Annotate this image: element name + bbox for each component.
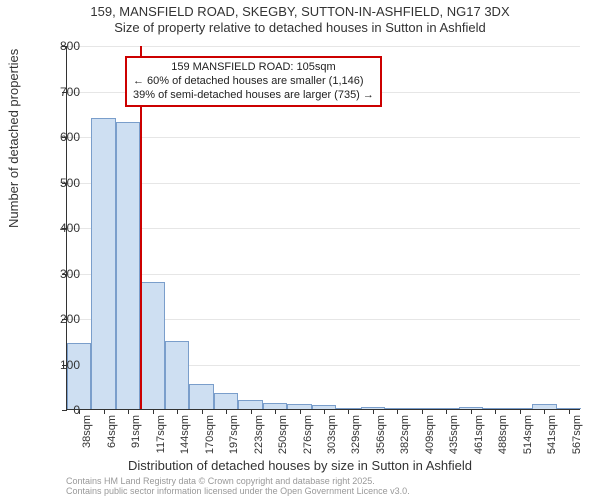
x-tick-label: 144sqm [179,415,191,454]
x-tick-label: 117sqm [155,415,167,453]
annotation-line-1: 159 MANSFIELD ROAD: 105sqm [133,61,374,75]
footer-line-2: Contains public sector information licen… [66,486,410,496]
y-tick-label: 800 [44,39,80,53]
x-tick-label: 329sqm [350,415,362,454]
x-tick-mark [177,409,178,414]
x-tick-mark [397,409,398,414]
chart-area: 38sqm64sqm91sqm117sqm144sqm170sqm197sqm2… [66,46,580,410]
x-tick-label: 223sqm [253,415,265,454]
histogram-bar [189,384,213,409]
x-tick-mark [348,409,349,414]
y-tick-label: 700 [44,85,80,99]
x-tick-mark [104,409,105,414]
x-tick-label: 91sqm [130,415,142,448]
x-tick-mark [471,409,472,414]
x-tick-mark [544,409,545,414]
histogram-bar [116,122,140,409]
y-tick-label: 100 [44,358,80,372]
annotation-line-2: ← 60% of detached houses are smaller (1,… [133,75,374,89]
x-tick-mark [128,409,129,414]
histogram-bar [67,343,91,409]
title-block: 159, MANSFIELD ROAD, SKEGBY, SUTTON-IN-A… [0,0,600,37]
y-axis-title: Number of detached properties [6,49,21,228]
grid-line [67,46,580,47]
x-tick-label: 38sqm [81,415,93,448]
x-tick-mark [422,409,423,414]
plot-region: 38sqm64sqm91sqm117sqm144sqm170sqm197sqm2… [66,46,580,410]
x-axis-title: Distribution of detached houses by size … [0,458,600,473]
x-tick-mark [495,409,496,414]
x-tick-mark [300,409,301,414]
chart-container: 159, MANSFIELD ROAD, SKEGBY, SUTTON-IN-A… [0,0,600,500]
x-tick-label: 250sqm [277,415,289,454]
annotation-box: 159 MANSFIELD ROAD: 105sqm← 60% of detac… [125,56,382,107]
grid-line [67,228,580,229]
grid-line [67,183,580,184]
y-tick-label: 300 [44,267,80,281]
histogram-bar [238,400,262,409]
footer-line-1: Contains HM Land Registry data © Crown c… [66,476,410,486]
histogram-bar [91,118,115,409]
x-tick-mark [226,409,227,414]
grid-line [67,137,580,138]
x-tick-mark [324,409,325,414]
x-tick-mark [446,409,447,414]
x-tick-mark [373,409,374,414]
y-tick-label: 200 [44,312,80,326]
x-tick-mark [569,409,570,414]
x-tick-label: 303sqm [326,415,338,454]
x-tick-label: 567sqm [571,415,583,454]
x-tick-label: 356sqm [375,415,387,454]
x-tick-label: 170sqm [204,415,216,454]
y-tick-label: 500 [44,176,80,190]
y-tick-label: 600 [44,130,80,144]
x-tick-label: 514sqm [522,415,534,454]
x-tick-mark [520,409,521,414]
x-tick-label: 382sqm [399,415,411,454]
x-tick-mark [202,409,203,414]
annotation-line-3: 39% of semi-detached houses are larger (… [133,89,374,103]
x-tick-label: 276sqm [302,415,314,454]
x-tick-label: 488sqm [497,415,509,454]
y-tick-label: 0 [44,403,80,417]
x-tick-mark [153,409,154,414]
title-line-1: 159, MANSFIELD ROAD, SKEGBY, SUTTON-IN-A… [0,4,600,20]
x-tick-label: 461sqm [473,415,485,454]
footer: Contains HM Land Registry data © Crown c… [66,476,410,497]
x-tick-label: 64sqm [106,415,118,448]
x-tick-mark [275,409,276,414]
histogram-bar [140,282,164,409]
x-tick-mark [251,409,252,414]
x-tick-label: 197sqm [228,415,240,454]
histogram-bar [165,341,189,409]
x-tick-label: 409sqm [424,415,436,454]
title-line-2: Size of property relative to detached ho… [0,20,600,36]
x-tick-label: 435sqm [448,415,460,454]
x-tick-label: 541sqm [546,415,558,454]
y-tick-label: 400 [44,221,80,235]
grid-line [67,274,580,275]
histogram-bar [214,393,238,409]
